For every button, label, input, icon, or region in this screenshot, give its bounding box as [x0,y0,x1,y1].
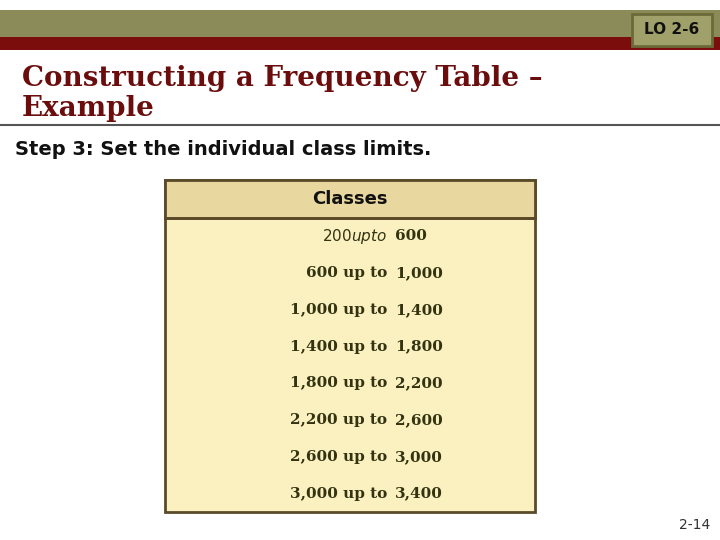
Text: 3,000: 3,000 [395,450,443,464]
Text: 600 up to: 600 up to [306,266,387,280]
Text: 1,800: 1,800 [395,340,443,354]
Bar [165,180,535,512]
Text: LO 2-6: LO 2-6 [644,23,700,37]
Text: Example: Example [22,95,155,122]
Text: 1,800 up to: 1,800 up to [289,376,387,390]
Text: 2,600: 2,600 [395,413,443,427]
Bar [0,37,720,50]
Text: $  200 up to $: $ 200 up to $ [322,227,387,246]
Bar [0,10,720,38]
Text: 2,200: 2,200 [395,376,443,390]
Text: 2-14: 2-14 [679,518,710,532]
Text: 3,400: 3,400 [395,487,443,501]
Text: 1,000: 1,000 [395,266,443,280]
Text: 3,000 up to: 3,000 up to [289,487,387,501]
Text: 600: 600 [395,230,427,244]
Text: Classes: Classes [312,190,388,208]
FancyBboxPatch shape [632,14,712,46]
Bar [165,180,535,218]
Text: Step 3: Set the individual class limits.: Step 3: Set the individual class limits. [15,140,431,159]
Text: Constructing a Frequency Table –: Constructing a Frequency Table – [22,65,543,92]
Text: 2,200 up to: 2,200 up to [290,413,387,427]
Text: 1,400: 1,400 [395,303,443,317]
Text: 2,600 up to: 2,600 up to [290,450,387,464]
Text: 1,400 up to: 1,400 up to [289,340,387,354]
Text: 1,000 up to: 1,000 up to [289,303,387,317]
